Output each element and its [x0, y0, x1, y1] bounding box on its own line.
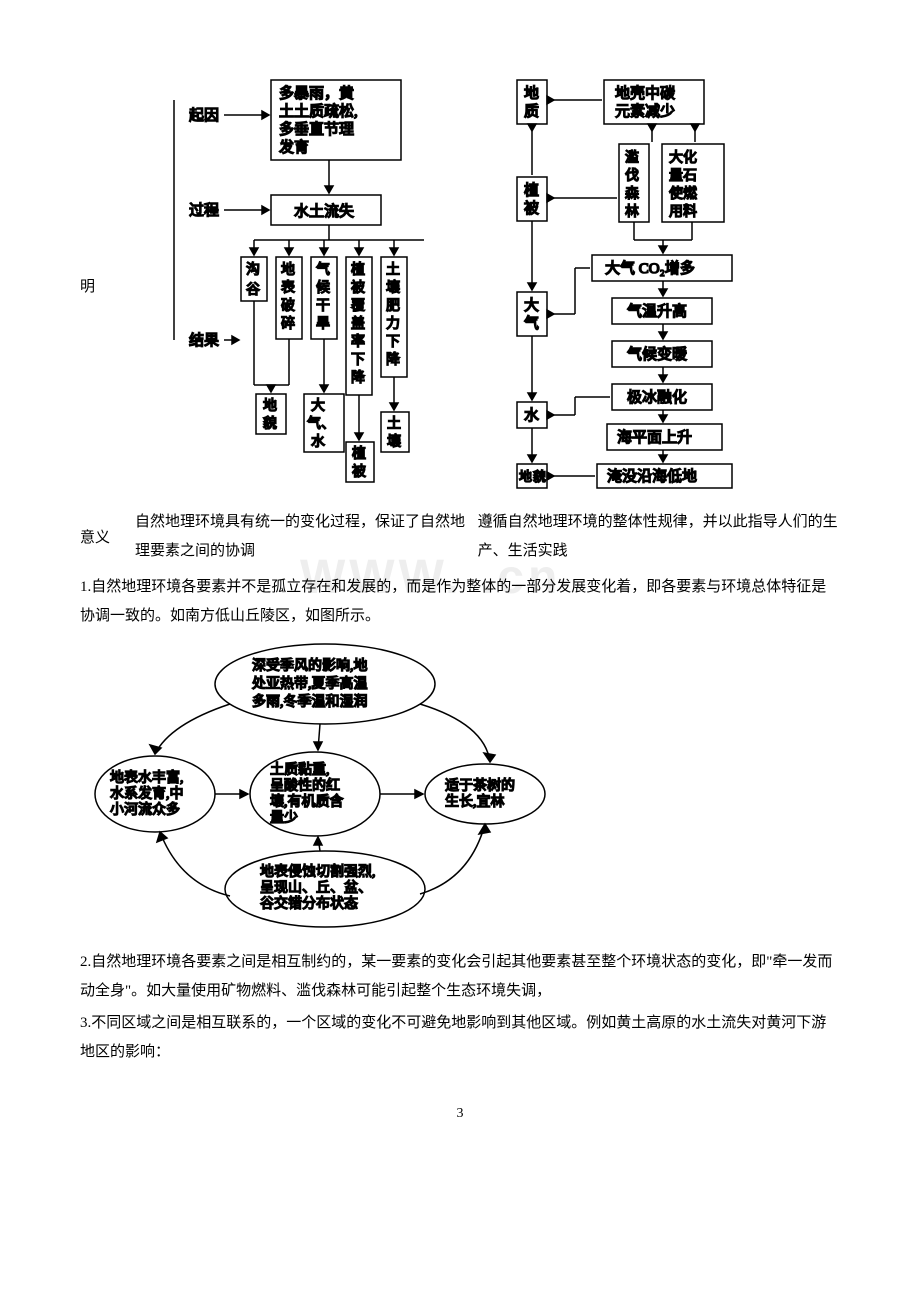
svg-text:被: 被 [351, 280, 365, 296]
svg-text:壤: 壤 [387, 433, 401, 450]
svg-text:覆: 覆 [351, 299, 365, 314]
svg-text:下: 下 [386, 335, 400, 350]
svg-text:盖: 盖 [351, 316, 365, 332]
svg-text:降: 降 [351, 370, 365, 386]
svg-text:结果: 结果 [189, 332, 219, 349]
svg-text:水土流失: 水土流失 [294, 203, 354, 220]
svg-text:气、: 气、 [307, 416, 335, 432]
svg-text:被: 被 [352, 464, 366, 480]
svg-text:率: 率 [351, 333, 365, 350]
svg-text:森: 森 [625, 186, 639, 202]
diagram3: 深受季风的影响,地 处亚热带,夏季高温 多雨,冬季温和湿润 地表水丰富, 水系发… [80, 634, 840, 944]
svg-text:被: 被 [524, 200, 539, 217]
para-3: 3.不同区域之间是相互联系的，一个区域的变化不可避免地影响到其他区域。例如黄土高… [80, 1009, 840, 1066]
svg-text:大化: 大化 [669, 150, 697, 166]
svg-text:发育: 发育 [279, 139, 309, 156]
svg-text:地壳中碳: 地壳中碳 [615, 85, 675, 102]
svg-text:使燃: 使燃 [669, 185, 697, 202]
svg-text:质: 质 [524, 103, 539, 120]
svg-text:貌: 貌 [263, 416, 277, 432]
svg-text:谷交错分布状态: 谷交错分布状态 [260, 895, 358, 912]
svg-text:地表侵蚀切割强烈,: 地表侵蚀切割强烈, [260, 863, 376, 880]
para-2: 2.自然地理环境各要素之间是相互制约的，某一要素的变化会引起其他要素甚至整个环境… [80, 948, 840, 1005]
svg-text:水: 水 [524, 407, 539, 424]
svg-text:滥: 滥 [625, 150, 639, 166]
row-yiyi-label: 意义 [80, 526, 135, 547]
svg-text:呈现山、丘、盆、: 呈现山、丘、盆、 [260, 880, 372, 896]
svg-text:量少: 量少 [270, 810, 298, 826]
page-number: 3 [80, 1106, 840, 1122]
svg-text:生长,宜林: 生长,宜林 [445, 794, 505, 810]
svg-text:极冰融化: 极冰融化 [627, 389, 687, 406]
svg-text:气温升高: 气温升高 [627, 303, 687, 320]
row-diagrams: 明 起因 多暴雨，黄 土土质疏松, [80, 70, 840, 500]
svg-text:植: 植 [524, 182, 539, 199]
svg-text:大: 大 [311, 398, 325, 414]
svg-text:元素减少: 元素减少 [615, 103, 675, 120]
svg-text:适于茶树的: 适于茶树的 [445, 778, 515, 794]
svg-text:水: 水 [311, 434, 325, 450]
svg-text:海平面上升: 海平面上升 [617, 429, 692, 446]
svg-text:破: 破 [281, 298, 295, 314]
svg-text:地: 地 [263, 398, 277, 414]
svg-text:力: 力 [386, 316, 400, 332]
svg-text:旱: 旱 [316, 317, 330, 332]
svg-text:壤,有机质含: 壤,有机质含 [270, 793, 344, 810]
row-ming-label: 明 [80, 275, 135, 296]
svg-text:多暴雨，黄: 多暴雨，黄 [279, 85, 354, 102]
svg-text:沟: 沟 [246, 262, 260, 278]
svg-text:深受季风的影响,地: 深受季风的影响,地 [252, 658, 368, 674]
svg-text:地: 地 [519, 469, 532, 484]
svg-text:地: 地 [281, 262, 295, 278]
diagram2: 地 质 地壳中碳 元素减少 植 被 [473, 70, 840, 500]
svg-text:貌: 貌 [533, 469, 546, 484]
svg-text:大气 CO₂增多: 大气 CO₂增多 [605, 260, 695, 277]
svg-text:气: 气 [524, 315, 539, 332]
svg-text:表: 表 [281, 280, 295, 296]
svg-text:气: 气 [316, 262, 330, 278]
svg-text:碎: 碎 [281, 316, 295, 332]
svg-text:淹没沿海低地: 淹没沿海低地 [607, 468, 697, 485]
svg-text:土质黏重,: 土质黏重, [270, 762, 330, 778]
yiyi-left: 自然地理环境具有统一的变化过程，保证了自然地理要素之间的协调 [135, 508, 470, 565]
svg-text:量石: 量石 [669, 168, 697, 184]
para-1: 1.自然地理环境各要素并不是孤立存在和发展的，而是作为整体的一部分发展变化着，即… [80, 573, 840, 630]
svg-text:地: 地 [524, 85, 539, 102]
svg-text:多垂直节理: 多垂直节理 [279, 121, 354, 138]
svg-text:土: 土 [387, 416, 401, 432]
svg-text:土: 土 [386, 262, 400, 278]
svg-text:处亚热带,夏季高温: 处亚热带,夏季高温 [252, 675, 368, 692]
svg-text:土土质疏松,: 土土质疏松, [279, 103, 358, 120]
svg-text:植: 植 [352, 446, 366, 462]
svg-text:植: 植 [351, 262, 365, 278]
svg-text:候: 候 [316, 280, 330, 296]
svg-text:气候变暖: 气候变暖 [627, 346, 687, 363]
svg-text:水系发育,中: 水系发育,中 [110, 786, 184, 802]
svg-text:肥: 肥 [386, 299, 400, 314]
diagram1: 起因 多暴雨，黄 土土质疏松, 多垂直节理 发育 过程 [135, 70, 473, 500]
svg-text:干: 干 [316, 299, 330, 314]
svg-text:伐: 伐 [625, 168, 639, 184]
svg-text:林: 林 [625, 204, 639, 220]
svg-text:过程: 过程 [189, 202, 219, 219]
svg-text:降: 降 [386, 352, 400, 368]
svg-text:下: 下 [351, 353, 365, 368]
svg-text:起因: 起因 [189, 107, 219, 124]
yiyi-right: 遵循自然地理环境的整体性规律，并以此指导人们的生产、生活实践 [470, 508, 840, 565]
row-yiyi: 意义 自然地理环境具有统一的变化过程，保证了自然地理要素之间的协调 遵循自然地理… [80, 508, 840, 565]
svg-text:地表水丰富,: 地表水丰富, [110, 769, 184, 786]
svg-text:小河流众多: 小河流众多 [110, 801, 180, 818]
svg-text:用料: 用料 [669, 204, 697, 220]
svg-text:壤: 壤 [386, 279, 400, 296]
svg-text:谷: 谷 [246, 282, 260, 298]
svg-text:多雨,冬季温和湿润: 多雨,冬季温和湿润 [252, 693, 368, 710]
svg-text:大: 大 [524, 297, 539, 314]
svg-text:呈酸性的红: 呈酸性的红 [270, 778, 340, 794]
